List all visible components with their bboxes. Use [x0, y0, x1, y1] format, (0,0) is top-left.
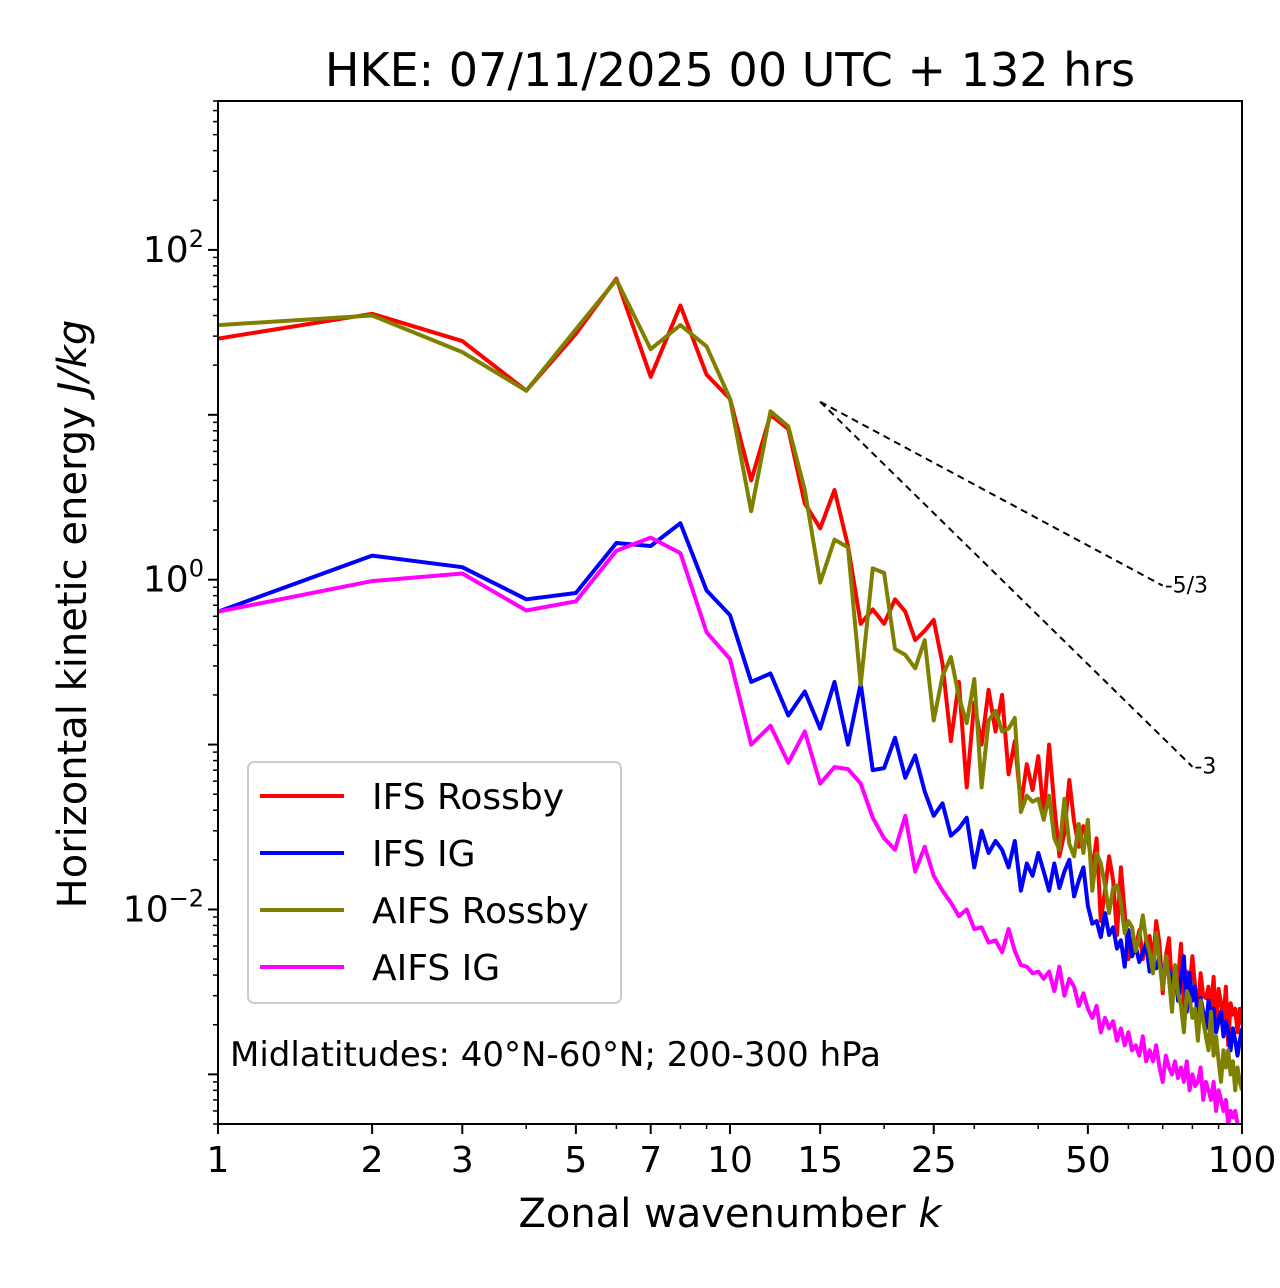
reference-slope-line	[819, 400, 1164, 587]
x-axis-label-var: k	[918, 1191, 943, 1237]
y-tick-label: 10−2	[123, 884, 204, 930]
y-tick-exponent: −2	[169, 884, 204, 912]
reference-slope-label: -5/3	[1165, 574, 1208, 599]
y-tick-base: 10	[143, 230, 189, 271]
legend-label: IFS Rossby	[372, 777, 564, 818]
chart-title: HKE: 07/11/2025 00 UTC + 132 hrs	[325, 43, 1135, 97]
legend-entry: IFS Rossby	[260, 777, 564, 818]
series-line-aifs-ig	[218, 535, 1242, 1124]
legend-label: AIFS IG	[372, 948, 500, 989]
legend: IFS Rossby IFS IG AIFS Rossby AIFS IG	[247, 761, 622, 1004]
y-tick-label: 100	[143, 555, 204, 601]
reference-slope-label: -3	[1194, 755, 1216, 780]
x-tick-label: 10	[707, 1140, 753, 1181]
reference-slopes: -5/3 -3	[819, 400, 1216, 780]
x-axis-label-text: Zonal wavenumber	[518, 1191, 906, 1237]
legend-label: IFS IG	[372, 834, 476, 875]
x-tick-label: 3	[451, 1140, 474, 1181]
x-tick-label: 15	[797, 1140, 843, 1181]
y-tick-exponent: 2	[189, 225, 204, 253]
y-axis-label-text: Horizontal kinetic energy	[50, 406, 96, 908]
x-axis-label: Zonal wavenumber k	[518, 1191, 943, 1237]
y-tick-exponent: 0	[189, 555, 204, 583]
legend-entries: IFS Rossby IFS IG AIFS Rossby AIFS IG	[260, 777, 589, 989]
region-annotation: Midlatitudes: 40°N-60°N; 200-300 hPa	[230, 1035, 881, 1075]
x-tick-label: 100	[1208, 1140, 1277, 1181]
x-tick-label: 7	[639, 1140, 662, 1181]
legend-entry: AIFS Rossby	[260, 891, 589, 932]
x-axis: 1 2 3 5 7 10 15 25 50 100	[207, 1124, 1277, 1181]
y-tick-label: 102	[143, 225, 204, 271]
legend-entry: AIFS IG	[260, 948, 500, 989]
y-tick-base: 10	[143, 560, 189, 601]
reference-slope-line	[819, 401, 1194, 768]
x-tick-label: 1	[207, 1140, 230, 1181]
y-axis-label-unit: J/kg	[50, 320, 96, 401]
x-tick-label: 2	[361, 1140, 384, 1181]
series-line-aifs-rossby	[218, 277, 1242, 1093]
legend-box	[247, 761, 622, 1004]
y-tick-base: 10	[123, 889, 169, 930]
x-tick-label: 50	[1065, 1140, 1111, 1181]
x-tick-label: 25	[911, 1140, 957, 1181]
y-axis-label: Horizontal kinetic energy J/kg	[50, 320, 96, 909]
legend-label: AIFS Rossby	[372, 891, 589, 932]
x-tick-label: 5	[564, 1140, 587, 1181]
legend-entry: IFS IG	[260, 834, 476, 875]
series-layer	[218, 276, 1242, 1124]
